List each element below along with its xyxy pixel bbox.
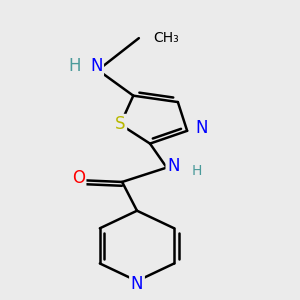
Text: N: N xyxy=(167,157,180,175)
Text: N: N xyxy=(90,57,102,75)
Text: H: H xyxy=(192,164,202,178)
Text: O: O xyxy=(72,169,85,187)
Text: N: N xyxy=(131,274,143,292)
Text: S: S xyxy=(115,116,125,134)
Text: H: H xyxy=(69,57,81,75)
Text: CH₃: CH₃ xyxy=(154,31,179,45)
Text: N: N xyxy=(195,119,208,137)
